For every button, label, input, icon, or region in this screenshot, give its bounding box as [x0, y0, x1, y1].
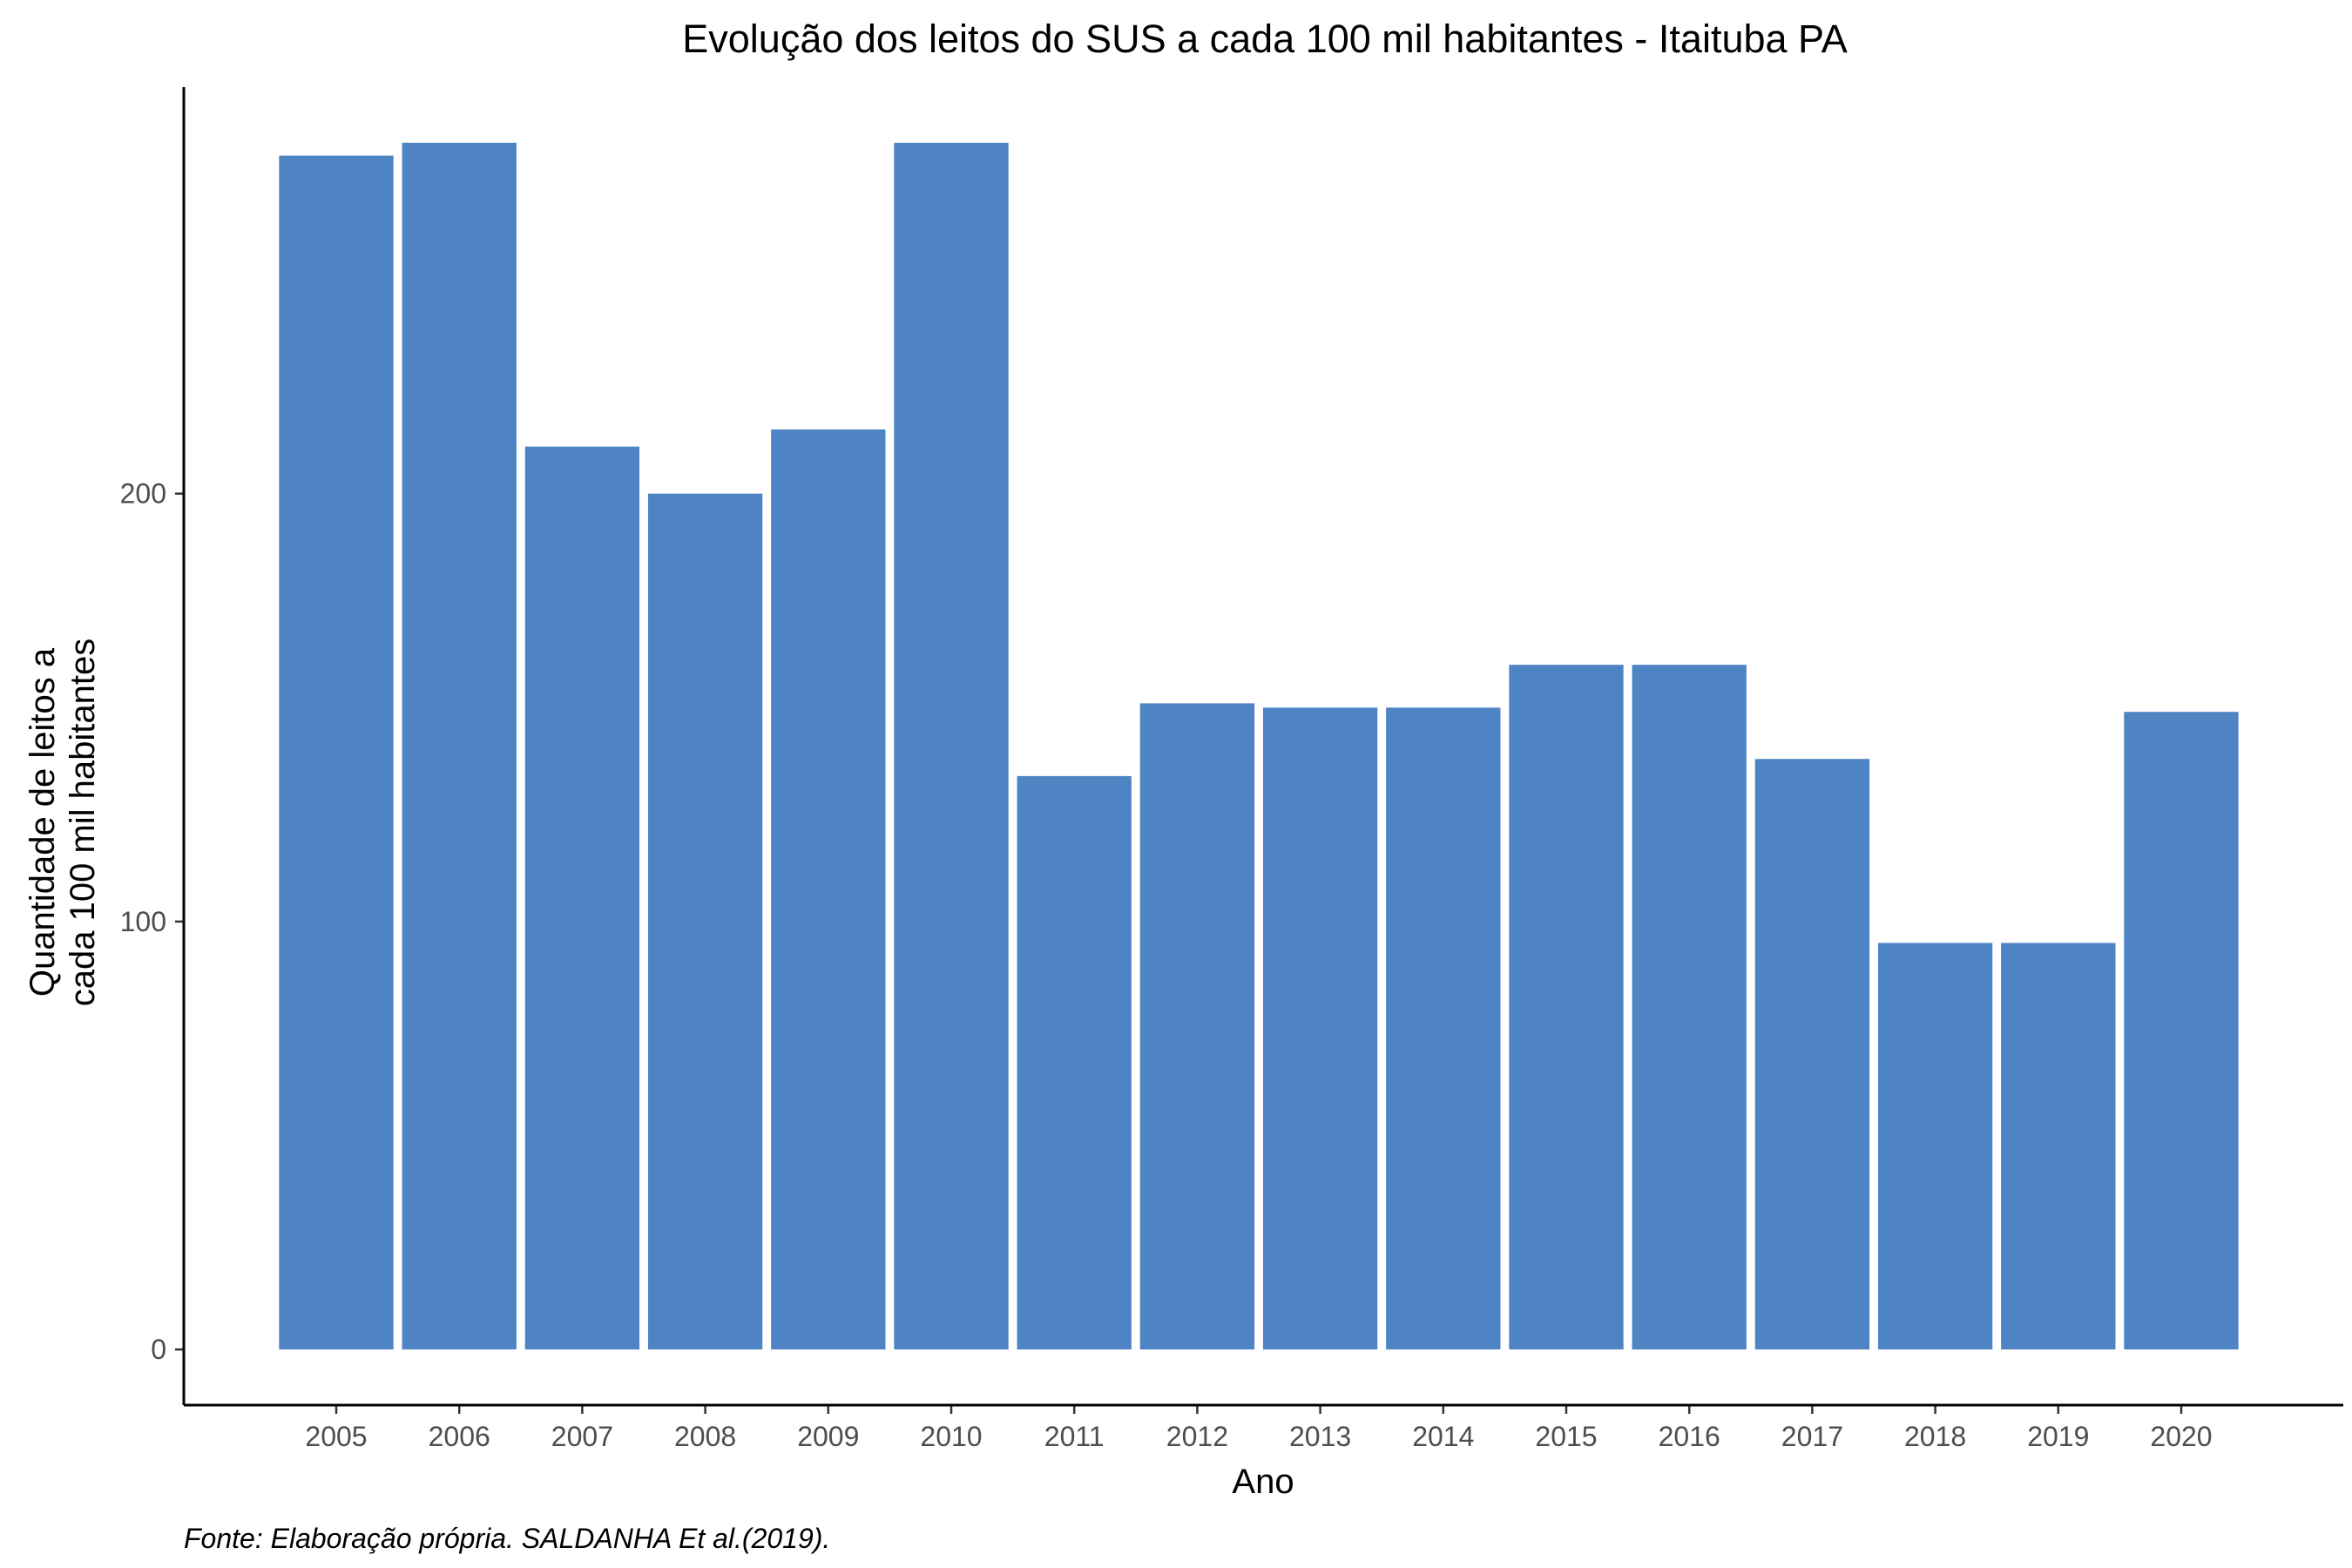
y-axis-ticks: 0 100 200: [120, 478, 184, 1365]
x-tick-label-2013: 2013: [1289, 1421, 1351, 1452]
bar-2007: [524, 446, 640, 1350]
bar-2011: [1017, 775, 1132, 1350]
x-tick-label-2008: 2008: [674, 1421, 736, 1452]
x-tick-label-2006: 2006: [429, 1421, 490, 1452]
x-tick-label-2012: 2012: [1166, 1421, 1228, 1452]
x-axis-ticks: 2005 2006 2007 2008 2009 2010 2011 2012 2013 2014…: [305, 1405, 2213, 1452]
chart-caption: Fonte: Elaboração própria. SALDANHA Et a…: [184, 1523, 830, 1554]
y-axis-title: Quantidade de leitos a cada 100 mil habi…: [24, 639, 102, 1007]
x-tick-label-2015: 2015: [1535, 1421, 1597, 1452]
bar-2006: [402, 142, 517, 1350]
bar-2005: [279, 155, 394, 1350]
bar-2017: [1754, 759, 1870, 1350]
x-axis-title: Ano: [1232, 1463, 1294, 1501]
bars-group: [279, 142, 2239, 1350]
bar-2016: [1632, 665, 1747, 1350]
y-axis-title-line-1: Quantidade de leitos a: [24, 647, 62, 997]
y-axis-title-line-2: cada 100 mil habitantes: [64, 639, 102, 1007]
bar-2010: [894, 142, 1009, 1350]
bar-2019: [2001, 943, 2116, 1350]
y-tick-label-0: 0: [151, 1334, 166, 1365]
x-tick-label-2011: 2011: [1044, 1421, 1105, 1452]
bar-2008: [647, 493, 763, 1350]
bar-2018: [1877, 943, 1993, 1350]
bar-2012: [1139, 703, 1255, 1350]
x-tick-label-2020: 2020: [2150, 1421, 2212, 1452]
x-tick-label-2007: 2007: [551, 1421, 613, 1452]
y-tick-label-200: 200: [120, 478, 166, 510]
bar-2015: [1509, 665, 1624, 1350]
x-tick-label-2017: 2017: [1781, 1421, 1843, 1452]
bar-2013: [1262, 707, 1378, 1350]
x-tick-label-2016: 2016: [1659, 1421, 1720, 1452]
x-tick-label-2019: 2019: [2027, 1421, 2089, 1452]
x-tick-label-2010: 2010: [920, 1421, 982, 1452]
x-tick-label-2018: 2018: [1904, 1421, 1966, 1452]
x-tick-label-2005: 2005: [305, 1421, 367, 1452]
x-tick-label-2014: 2014: [1412, 1421, 1474, 1452]
chart-title: Evolução dos leitos do SUS a cada 100 mi…: [682, 17, 1847, 61]
x-tick-label-2009: 2009: [797, 1421, 859, 1452]
bar-2014: [1386, 707, 1501, 1350]
bar-2020: [2124, 712, 2239, 1350]
bar-2009: [771, 429, 886, 1350]
y-tick-label-100: 100: [120, 906, 166, 937]
